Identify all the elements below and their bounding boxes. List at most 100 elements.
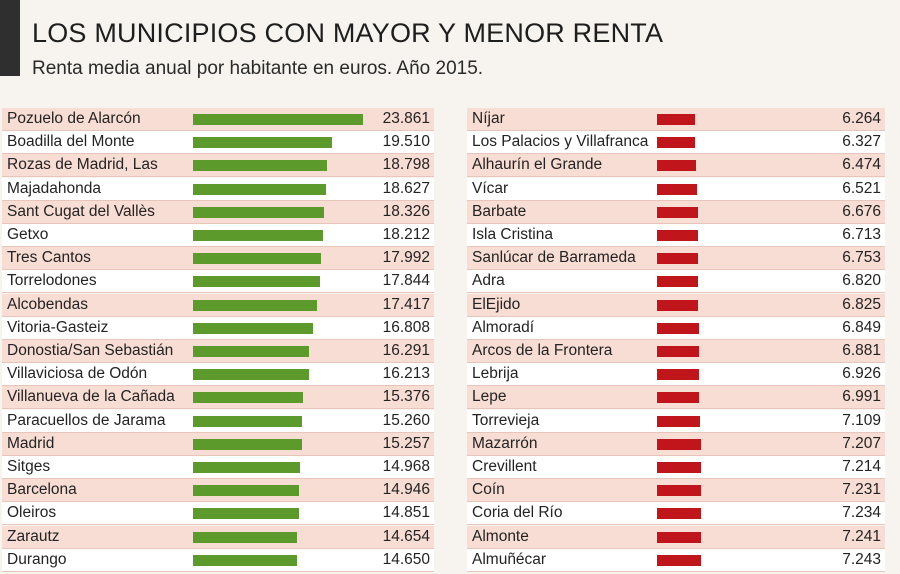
low-table-row: Coria del Río 7.234 [467,502,885,526]
low-table-row: Isla Cristina 6.713 [467,224,885,247]
high-table-row: Donostia/San Sebastián 16.291 [2,340,434,363]
low-table-row: Almonte 7.241 [467,525,885,549]
municipality-name: Lebrija [472,365,519,383]
chart-subtitle: Renta media anual por habitante en euros… [32,58,484,79]
income-value-label: 23.861 [382,110,430,127]
high-income-bar [193,276,321,288]
income-value-label: 18.627 [382,179,430,197]
income-value-label: 14.851 [382,504,430,522]
lowest-income-panel: Níjar 6.264 Los Palacios y Villafranca 6.32… [467,106,885,574]
low-table-row: Mazarrón 7.207 [467,432,885,456]
low-income-bar [657,415,701,427]
low-income-bar [657,206,698,218]
high-table-row: Villanueva de la Cañada 15.376 [2,386,434,410]
high-income-bar [193,462,300,473]
municipality-name: Sitges [7,458,51,475]
municipality-name: Adra [472,272,505,290]
high-income-bar [193,183,326,195]
low-income-bar [657,183,697,195]
high-table-row: Durango 14.650 [2,548,434,572]
high-table-row: Torrelodones 17.844 [2,270,434,294]
municipality-name: Villaviciosa de Odón [7,365,148,383]
income-value-label: 17.417 [382,295,430,313]
high-table-row: Tres Cantos 17.992 [2,247,434,271]
low-table-row: Adra 6.820 [467,270,885,294]
low-income-bar [657,299,699,311]
high-table-row: Alcobendas 17.417 [2,293,434,317]
municipality-name: Madrid [7,434,55,452]
income-value-label: 6.753 [842,249,881,267]
highest-income-panel: Pozuelo de Alarcón 23.861 Boadilla del Mon… [2,106,434,574]
low-income-bar [657,346,699,357]
income-value-label: 6.327 [842,133,881,151]
low-income-bar [657,554,701,566]
income-value-label: 15.257 [382,434,430,452]
income-value-label: 18.798 [382,156,430,174]
municipality-name: Barcelona [7,481,77,499]
income-value-label: 6.825 [842,295,881,313]
income-value-label: 6.713 [842,226,881,243]
income-value-label: 18.212 [382,226,430,243]
income-value-label: 16.213 [382,365,430,383]
low-income-bar [657,137,696,149]
low-income-bar [657,485,701,497]
income-value-label: 6.849 [842,318,881,336]
income-value-label: 14.946 [382,481,430,499]
municipality-name: Durango [7,550,67,568]
municipality-name: Almoradí [472,318,535,336]
low-table-row: ElEjido 6.825 [467,293,885,317]
municipality-name: Coín [472,481,505,499]
low-table-row: Lepe 6.991 [467,386,885,410]
high-table-row: Pozuelo de Alarcón 23.861 [2,108,434,131]
municipality-name: Rozas de Madrid, Las [7,156,158,174]
high-table-row: Majadahonda 18.627 [2,177,434,201]
income-value-label: 6.820 [842,272,881,290]
municipality-name: Alhaurín el Grande [472,156,603,174]
municipality-name: Barbate [472,202,527,220]
high-income-bar [193,415,302,427]
high-table-row: Villaviciosa de Odón 16.213 [2,363,434,387]
municipality-name: Vitoria-Gasteiz [7,318,109,336]
low-table-row: Lebrija 6.926 [467,363,885,387]
municipality-name: Alcobendas [7,295,89,313]
municipality-name: Pozuelo de Alarcón [7,110,141,127]
low-income-bar [657,392,700,404]
title-accent-bar [0,0,20,76]
income-value-label: 16.808 [382,318,430,336]
high-income-bar [193,230,323,241]
high-table-row: Sant Cugat del Vallès 18.326 [2,200,434,224]
high-table-row: Rozas de Madrid, Las 18.798 [2,154,434,178]
municipality-name: Níjar [472,110,505,127]
income-value-label: 15.260 [382,411,430,429]
income-value-label: 16.291 [382,342,430,359]
low-income-bar [657,276,699,288]
low-income-bar [657,114,696,125]
income-value-label: 6.676 [842,202,881,220]
income-value-label: 17.992 [382,249,430,267]
low-table-row: Barbate 6.676 [467,200,885,224]
low-table-row: Arcos de la Frontera 6.881 [467,340,885,363]
income-value-label: 7.207 [842,434,881,452]
high-income-bar [193,299,318,311]
municipality-name: Oleiros [7,504,57,522]
income-value-label: 14.654 [382,527,430,545]
high-income-bar [193,369,309,381]
low-income-bar [657,253,699,265]
income-value-label: 7.241 [842,527,881,545]
high-table-row: Paracuellos de Jarama 15.260 [2,409,434,433]
high-table-row: Getxo 18.212 [2,224,434,247]
municipality-name: Torrelodones [7,272,97,290]
income-value-label: 14.968 [382,458,430,475]
low-income-bar [657,369,700,381]
low-table-row: Almuñécar 7.243 [467,548,885,572]
low-table-row: Sanlúcar de Barrameda 6.753 [467,247,885,271]
income-value-label: 6.521 [842,179,881,197]
municipality-name: Sanlúcar de Barrameda [472,249,636,267]
low-table-row: Los Palacios y Villafranca 6.327 [467,131,885,155]
income-value-label: 6.264 [842,110,881,127]
income-value-label: 6.474 [842,156,881,174]
municipality-name: Tres Cantos [7,249,91,267]
municipality-name: Coria del Río [472,504,563,522]
municipality-name: Arcos de la Frontera [472,342,613,359]
income-value-label: 7.109 [842,411,881,429]
